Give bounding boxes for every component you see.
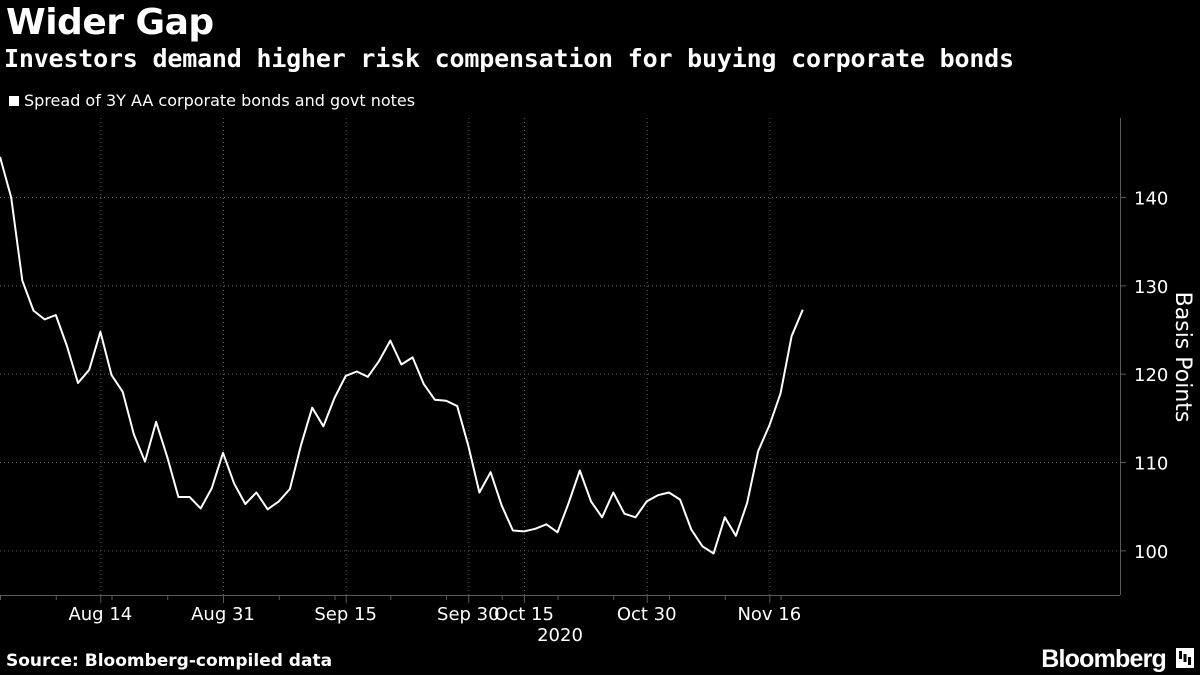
y-tick-label: 130	[1134, 277, 1168, 298]
chart-title: Wider Gap	[6, 2, 214, 43]
legend-swatch	[9, 95, 19, 106]
source-note: Source: Bloomberg-compiled data	[6, 651, 333, 671]
x-tick-label: Aug 31	[191, 604, 255, 625]
y-axis-title: Basis Points	[1170, 292, 1195, 423]
brand-logo: Bloomberg	[1041, 645, 1167, 673]
x-tick-label: Aug 14	[68, 604, 132, 625]
series-line	[0, 156, 804, 555]
x-tick-label: Sep 30	[437, 604, 500, 625]
y-tick-label: 100	[1134, 542, 1168, 563]
series-layer	[0, 156, 804, 555]
gridlines	[0, 118, 1120, 595]
axes	[0, 118, 1126, 603]
chart-subtitle: Investors demand higher risk compensatio…	[4, 44, 1014, 73]
x-tick-label: Oct 30	[617, 604, 677, 625]
x-tick-label: Sep 15	[314, 604, 377, 625]
y-tick-label: 140	[1134, 189, 1168, 210]
x-tick-label: Nov 16	[737, 604, 801, 625]
legend-label: Spread of 3Y AA corporate bonds and govt…	[24, 91, 416, 110]
x-year-label: 2020	[537, 625, 583, 646]
y-tick-label: 120	[1134, 365, 1168, 386]
y-tick-label: 110	[1134, 454, 1168, 475]
x-tick-label: Oct 15	[494, 604, 554, 625]
bloomberg-terminal-icon	[1176, 648, 1194, 668]
legend: Spread of 3Y AA corporate bonds and govt…	[9, 91, 415, 110]
